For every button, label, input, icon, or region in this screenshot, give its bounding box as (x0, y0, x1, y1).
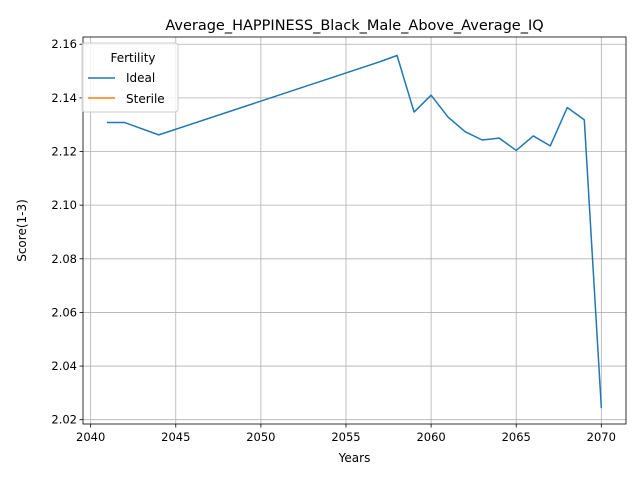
y-tick-label: 2.06 (51, 305, 77, 319)
legend-label-sterile: Sterile (126, 92, 165, 106)
chart-title: Average_HAPPINESS_Black_Male_Above_Avera… (165, 18, 543, 34)
legend-label-ideal: Ideal (126, 71, 155, 85)
y-axis-label: Score(1-3) (15, 199, 29, 262)
y-tick-label: 2.16 (51, 37, 77, 51)
y-tick-label: 2.14 (51, 91, 77, 105)
legend-title: Fertility (110, 51, 155, 65)
plot-frame (82, 36, 627, 425)
y-tick-label: 2.08 (51, 252, 77, 266)
grid (83, 37, 626, 424)
y-tick-label: 2.02 (51, 413, 77, 427)
series-lines (106, 54, 603, 409)
legend: Fertility Ideal Sterile (81, 42, 179, 113)
x-tick-label: 2070 (587, 430, 616, 444)
x-tick-label: 2055 (331, 430, 360, 444)
x-tick-label: 2050 (246, 430, 275, 444)
y-tick-label: 2.10 (51, 198, 77, 212)
x-tick-label: 2040 (76, 430, 105, 444)
x-axis-label: Years (338, 451, 371, 465)
x-tick-label: 2065 (502, 430, 531, 444)
x-tick-label: 2060 (416, 430, 445, 444)
y-tick-label: 2.04 (51, 359, 77, 373)
series-line-ideal (106, 54, 603, 409)
x-tick-label: 2045 (161, 430, 190, 444)
legend-box (81, 42, 179, 113)
axis-ticks: 2040 2045 2050 2055 2060 2065 2070 2.02 2.04 2.06… (51, 37, 616, 444)
y-tick-label: 2.12 (51, 145, 77, 159)
